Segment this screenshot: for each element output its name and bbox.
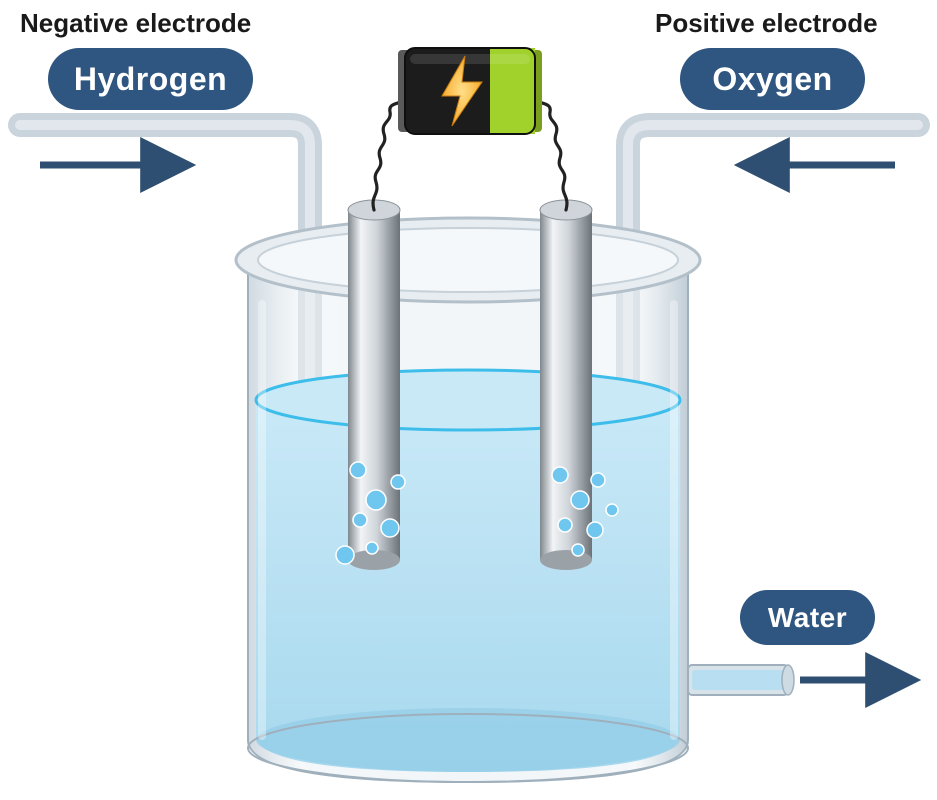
electrode-right — [540, 200, 592, 570]
battery — [398, 48, 542, 134]
beaker — [236, 218, 700, 782]
diagram-svg — [0, 0, 937, 800]
water-outlet — [688, 665, 794, 695]
water-surface — [256, 370, 680, 430]
